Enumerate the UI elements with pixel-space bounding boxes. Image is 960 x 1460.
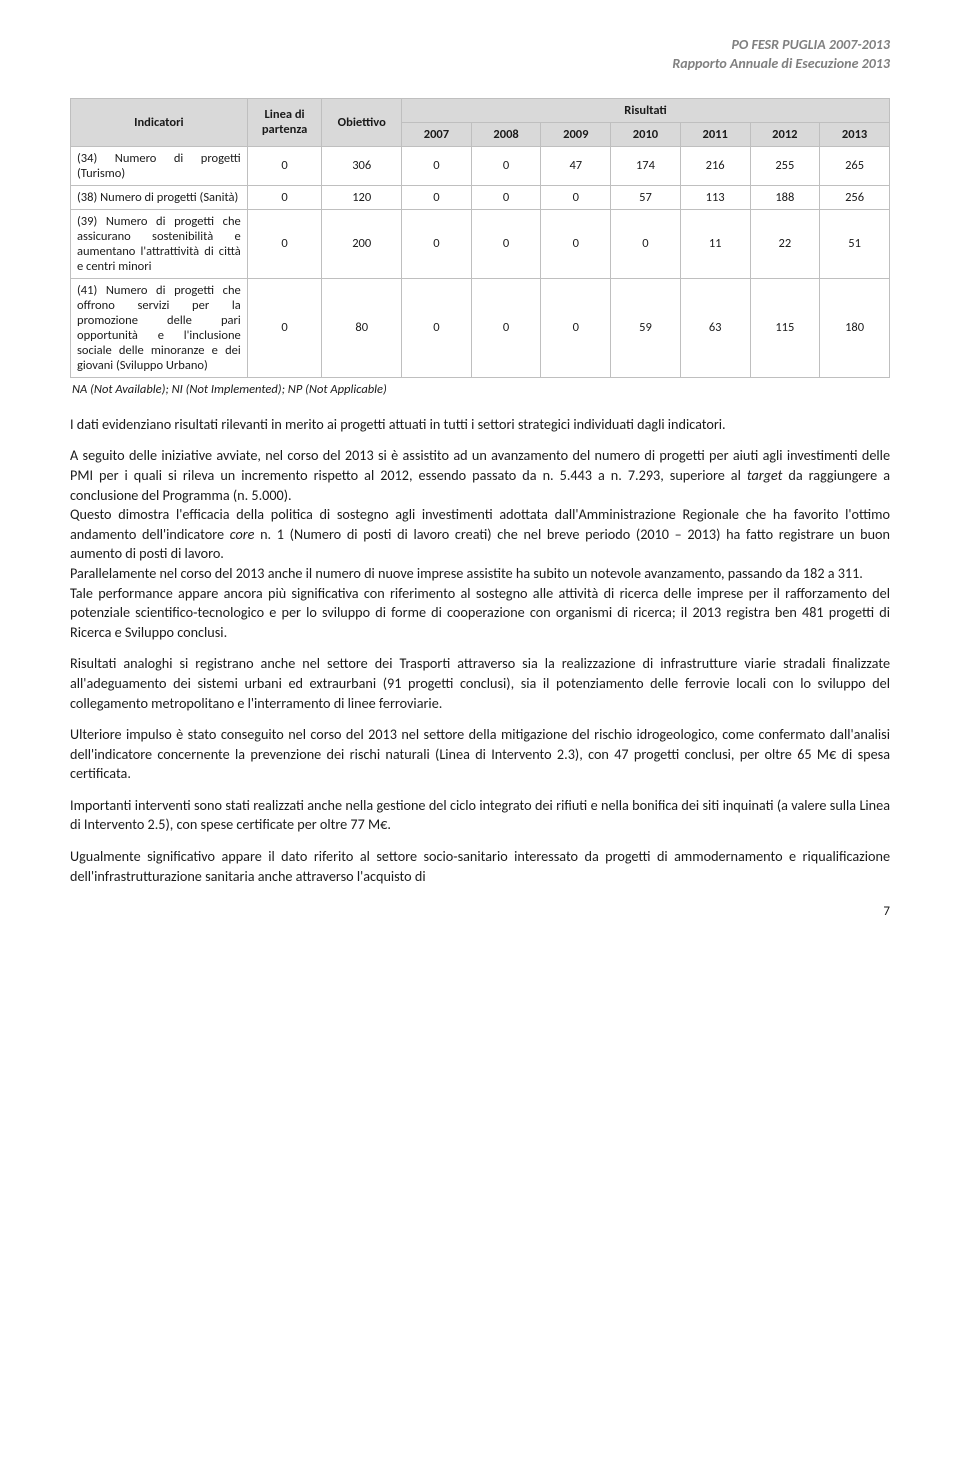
cell-start: 0 (247, 209, 322, 278)
table-row: (34) Numero di progetti (Turismo) 0 306 … (71, 146, 890, 185)
page-number: 7 (70, 904, 890, 919)
cell-val: 113 (680, 185, 750, 209)
cell-val: 255 (750, 146, 820, 185)
cell-val: 256 (820, 185, 890, 209)
th-year: 2010 (611, 122, 681, 146)
cell-val: 0 (541, 209, 611, 278)
table-row: (39) Numero di progetti che assicurano s… (71, 209, 890, 278)
paragraph: Ulteriore impulso è stato conseguito nel… (70, 725, 890, 784)
th-year: 2011 (680, 122, 750, 146)
th-year: 2007 (402, 122, 472, 146)
cell-val: 51 (820, 209, 890, 278)
header-line-2: Rapporto Annuale di Esecuzione 2013 (70, 55, 890, 74)
cell-val: 0 (402, 146, 472, 185)
paragraph: Risultati analoghi si registrano anche n… (70, 654, 890, 713)
cell-val: 0 (611, 209, 681, 278)
cell-start: 0 (247, 146, 322, 185)
cell-obj: 80 (322, 278, 402, 377)
paragraph: Ugualmente significativo appare il dato … (70, 847, 890, 886)
paragraph: I dati evidenziano risultati rilevanti i… (70, 415, 890, 435)
th-indicatori: Indicatori (71, 98, 248, 146)
table-row: (41) Numero di progetti che offrono serv… (71, 278, 890, 377)
body-text: I dati evidenziano risultati rilevanti i… (70, 415, 890, 886)
cell-val: 59 (611, 278, 681, 377)
th-obiettivo: Obiettivo (322, 98, 402, 146)
th-year: 2008 (471, 122, 541, 146)
th-year: 2012 (750, 122, 820, 146)
cell-val: 0 (541, 185, 611, 209)
cell-val: 0 (471, 278, 541, 377)
cell-val: 63 (680, 278, 750, 377)
cell-label: (34) Numero di progetti (Turismo) (71, 146, 248, 185)
cell-start: 0 (247, 278, 322, 377)
cell-val: 265 (820, 146, 890, 185)
paragraph: Tale performance appare ancora più signi… (70, 584, 890, 643)
cell-val: 0 (541, 278, 611, 377)
cell-obj: 120 (322, 185, 402, 209)
cell-val: 0 (471, 146, 541, 185)
cell-start: 0 (247, 185, 322, 209)
th-year: 2013 (820, 122, 890, 146)
cell-label: (39) Numero di progetti che assicurano s… (71, 209, 248, 278)
cell-label: (38) Numero di progetti (Sanità) (71, 185, 248, 209)
cell-val: 0 (402, 278, 472, 377)
paragraph: A seguito delle iniziative avviate, nel … (70, 446, 890, 505)
table-row: (38) Numero di progetti (Sanità) 0 120 0… (71, 185, 890, 209)
paragraph: Importanti interventi sono stati realizz… (70, 796, 890, 835)
cell-val: 180 (820, 278, 890, 377)
cell-val: 174 (611, 146, 681, 185)
italic-term: core (230, 525, 255, 543)
th-year: 2009 (541, 122, 611, 146)
cell-val: 22 (750, 209, 820, 278)
header-line-1: PO FESR PUGLIA 2007-2013 (70, 36, 890, 55)
indicators-table: Indicatori Linea di partenza Obiettivo R… (70, 98, 890, 378)
cell-val: 0 (402, 209, 472, 278)
th-risultati: Risultati (402, 98, 890, 122)
cell-label: (41) Numero di progetti che offrono serv… (71, 278, 248, 377)
paragraph: Parallelamente nel corso del 2013 anche … (70, 564, 890, 584)
cell-val: 115 (750, 278, 820, 377)
cell-val: 47 (541, 146, 611, 185)
cell-val: 0 (471, 209, 541, 278)
cell-val: 216 (680, 146, 750, 185)
cell-val: 188 (750, 185, 820, 209)
cell-val: 0 (402, 185, 472, 209)
th-linea: Linea di partenza (247, 98, 322, 146)
italic-term: target (747, 466, 782, 484)
cell-val: 11 (680, 209, 750, 278)
document-header: PO FESR PUGLIA 2007-2013 Rapporto Annual… (70, 36, 890, 74)
cell-obj: 200 (322, 209, 402, 278)
table-footnote: NA (Not Available); NI (Not Implemented)… (72, 382, 890, 397)
paragraph: Questo dimostra l'efficacia della politi… (70, 505, 890, 564)
cell-val: 57 (611, 185, 681, 209)
cell-val: 0 (471, 185, 541, 209)
cell-obj: 306 (322, 146, 402, 185)
